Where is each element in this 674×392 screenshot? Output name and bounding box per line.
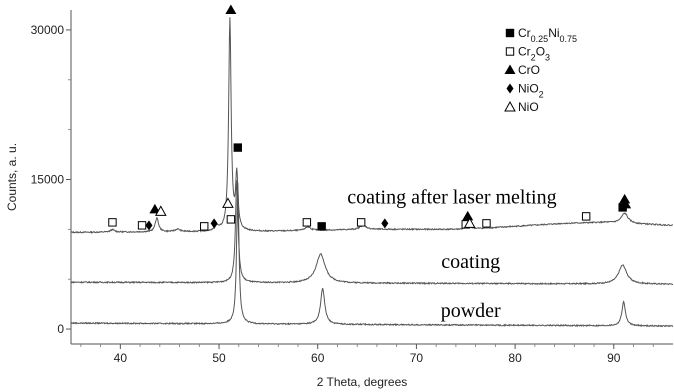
y-tick-label: 30000 xyxy=(31,23,65,37)
legend-entry: NiO2 xyxy=(518,82,544,100)
phase-marker-open-triangle xyxy=(154,205,167,216)
phase-marker-open-square xyxy=(581,212,591,221)
x-tick-label: 50 xyxy=(212,351,226,365)
legend-text-part: CrO xyxy=(518,63,540,77)
phase-marker-filled-triangle xyxy=(619,193,631,204)
series-line-0 xyxy=(70,17,674,234)
series-line-2 xyxy=(70,182,674,328)
curve-label: powder xyxy=(441,300,501,322)
diffraction-curves xyxy=(70,17,674,328)
phase-marker-open-square xyxy=(108,218,117,227)
curve-labels: coating after laser melting coating powder xyxy=(347,186,556,322)
legend-entry: Cr2O3 xyxy=(518,45,550,63)
legend-text-part: 2 xyxy=(531,53,536,63)
phase-marker-filled-diamond xyxy=(210,218,218,229)
phase-marker-filled-square xyxy=(233,143,242,152)
phase-marker-filled-triangle xyxy=(225,4,237,14)
legend-marker-filled-diamond xyxy=(506,83,514,94)
legend-text-part: Cr xyxy=(518,45,531,59)
y-axis-title: Counts, a. u. xyxy=(5,143,19,211)
phase-marker-open-square xyxy=(482,219,491,228)
legend-entry: NiO xyxy=(518,100,539,114)
y-tick-label: 0 xyxy=(57,322,64,336)
phase-marker-open-triangle xyxy=(463,217,476,228)
phase-marker-filled-square xyxy=(317,222,326,231)
legend-text-part: 2 xyxy=(539,90,544,100)
x-tick-label: 80 xyxy=(508,351,522,365)
legend-text-part: 0.75 xyxy=(560,34,578,44)
phase-marker-filled-diamond xyxy=(381,218,389,229)
curve-label: coating xyxy=(441,251,500,273)
plot-frame xyxy=(70,10,673,345)
legend-text-part: O xyxy=(536,45,545,59)
x-tick-label: 90 xyxy=(607,351,621,365)
legend-text-part: 3 xyxy=(545,53,550,63)
legend-marker-open-square xyxy=(505,47,515,56)
legend-entry: CrO xyxy=(518,63,540,77)
x-tick-label: 40 xyxy=(114,351,128,365)
phase-marker-filled-triangle xyxy=(462,210,474,221)
legend-text-part: NiO xyxy=(518,100,539,114)
legend-text-part: 0.25 xyxy=(531,34,549,44)
x-tick-label: 60 xyxy=(311,351,325,365)
curve-label: coating after laser melting xyxy=(347,186,556,208)
y-tick-label: 15000 xyxy=(31,172,65,186)
legend-entry: Cr0.25Ni0.75 xyxy=(518,26,577,44)
y-axis: 0 15000 30000 xyxy=(31,23,71,336)
legend-text-part: Cr xyxy=(518,26,531,40)
phase-marker-filled-triangle xyxy=(149,203,161,214)
legend-text-part: Ni xyxy=(548,26,559,40)
legend-marker-filled-triangle xyxy=(504,64,516,74)
phase-marker-open-square xyxy=(137,221,147,230)
phase-marker-open-square xyxy=(200,222,209,231)
phase-marker-open-square xyxy=(302,218,312,227)
phase-markers xyxy=(108,4,632,231)
x-axis-title: 2 Theta, degrees xyxy=(317,375,408,389)
phase-marker-filled-square xyxy=(618,203,627,212)
x-tick-label: 70 xyxy=(410,351,424,365)
legend-marker-open-triangle xyxy=(504,100,516,112)
phase-marker-open-square xyxy=(356,218,366,227)
legend-marker-filled-square xyxy=(505,28,515,38)
phase-marker-filled-diamond xyxy=(145,220,153,231)
legend-text-part: NiO xyxy=(518,82,539,96)
series-line-1 xyxy=(70,180,674,286)
phase-marker-open-square xyxy=(226,215,236,224)
phase-marker-open-triangle xyxy=(222,197,234,208)
x-axis: 40 50 60 70 80 90 xyxy=(80,344,654,365)
